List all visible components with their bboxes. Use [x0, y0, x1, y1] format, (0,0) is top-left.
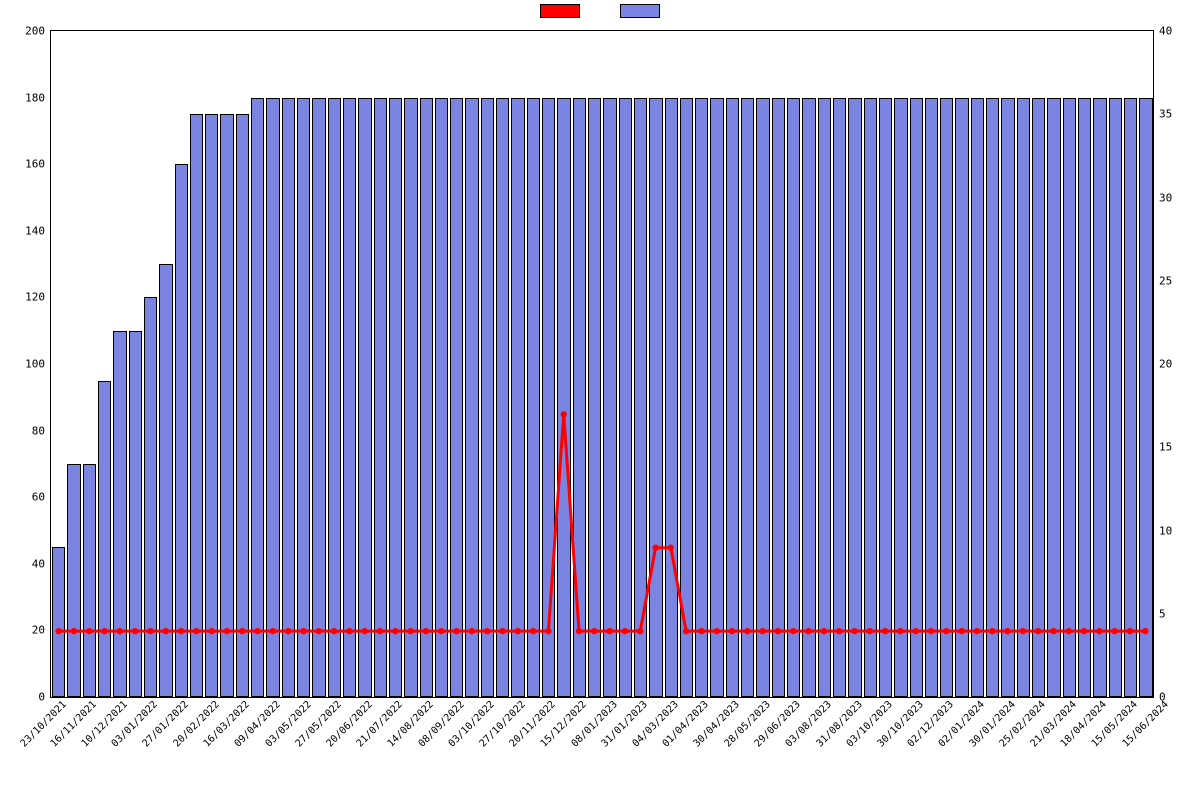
- bar: [680, 98, 693, 697]
- bar: [634, 98, 647, 697]
- bar: [818, 98, 831, 697]
- bar: [588, 98, 601, 697]
- bar: [98, 381, 111, 697]
- bar: [848, 98, 861, 697]
- bar: [129, 331, 142, 697]
- bar: [894, 98, 907, 697]
- bar: [1047, 98, 1060, 697]
- y-left-tick: 100: [25, 359, 51, 370]
- bar: [756, 98, 769, 697]
- bar: [465, 98, 478, 697]
- bar: [205, 114, 218, 697]
- bar: [190, 114, 203, 697]
- bar: [971, 98, 984, 697]
- bar: [741, 98, 754, 697]
- legend-swatch-series2: [620, 4, 660, 18]
- bar: [404, 98, 417, 697]
- bar: [511, 98, 524, 697]
- bar: [986, 98, 999, 697]
- y-left-tick: 60: [32, 492, 51, 503]
- combo-chart: 0204060801001201401601802000510152025303…: [0, 0, 1200, 800]
- bar: [772, 98, 785, 697]
- bar: [343, 98, 356, 697]
- y-right-tick: 35: [1153, 109, 1172, 120]
- bar: [726, 98, 739, 697]
- bar: [144, 297, 157, 697]
- bar: [312, 98, 325, 697]
- bar: [1124, 98, 1137, 697]
- bar: [603, 98, 616, 697]
- bar: [1078, 98, 1091, 697]
- bar: [695, 98, 708, 697]
- bar: [358, 98, 371, 697]
- bar: [496, 98, 509, 697]
- bar: [1063, 98, 1076, 697]
- bar: [1001, 98, 1014, 697]
- bar: [113, 331, 126, 697]
- bar: [955, 98, 968, 697]
- bar: [374, 98, 387, 697]
- bar: [710, 98, 723, 697]
- bar: [328, 98, 341, 697]
- y-left-tick: 120: [25, 292, 51, 303]
- bar: [175, 164, 188, 697]
- y-right-tick: 25: [1153, 275, 1172, 286]
- bar: [389, 98, 402, 697]
- bar: [282, 98, 295, 697]
- bar: [450, 98, 463, 697]
- bar: [925, 98, 938, 697]
- y-left-tick: 80: [32, 425, 51, 436]
- bar: [52, 547, 65, 697]
- bar: [1093, 98, 1106, 697]
- bar: [910, 98, 923, 697]
- bar: [297, 98, 310, 697]
- bar: [266, 98, 279, 697]
- bar: [864, 98, 877, 697]
- bar: [802, 98, 815, 697]
- bar: [220, 114, 233, 697]
- bar: [665, 98, 678, 697]
- bar: [1139, 98, 1152, 697]
- y-left-tick: 180: [25, 92, 51, 103]
- y-left-tick: 0: [38, 692, 51, 703]
- bar: [940, 98, 953, 697]
- bar: [619, 98, 632, 697]
- bar: [420, 98, 433, 697]
- bar: [481, 98, 494, 697]
- bar: [527, 98, 540, 697]
- y-right-tick: 15: [1153, 442, 1172, 453]
- bar: [542, 98, 555, 697]
- bar-series: [51, 31, 1153, 697]
- bar: [159, 264, 172, 697]
- y-left-tick: 20: [32, 625, 51, 636]
- bar: [557, 98, 570, 697]
- y-right-tick: 40: [1153, 26, 1172, 37]
- y-left-tick: 160: [25, 159, 51, 170]
- bar: [435, 98, 448, 697]
- y-left-tick: 40: [32, 558, 51, 569]
- bar: [879, 98, 892, 697]
- bar: [787, 98, 800, 697]
- y-right-tick: 30: [1153, 192, 1172, 203]
- bar: [236, 114, 249, 697]
- y-right-tick: 5: [1153, 608, 1166, 619]
- legend-swatch-series1: [540, 4, 580, 18]
- bar: [251, 98, 264, 697]
- bar: [833, 98, 846, 697]
- y-left-tick: 200: [25, 26, 51, 37]
- legend: [540, 4, 660, 18]
- plot-area: 0204060801001201401601802000510152025303…: [50, 30, 1154, 698]
- bar: [649, 98, 662, 697]
- bar: [67, 464, 80, 697]
- bar: [573, 98, 586, 697]
- y-right-tick: 20: [1153, 359, 1172, 370]
- bar: [83, 464, 96, 697]
- bar: [1017, 98, 1030, 697]
- y-left-tick: 140: [25, 225, 51, 236]
- bar: [1109, 98, 1122, 697]
- y-right-tick: 10: [1153, 525, 1172, 536]
- bar: [1032, 98, 1045, 697]
